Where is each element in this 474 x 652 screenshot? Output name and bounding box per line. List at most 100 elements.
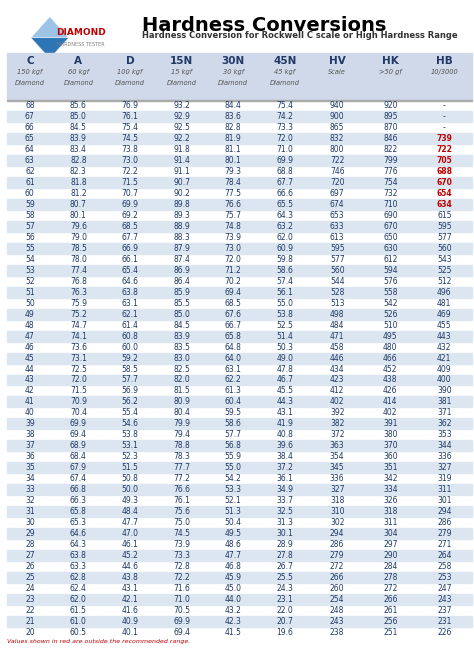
Text: 84.5: 84.5 — [173, 321, 190, 330]
Text: 55.0: 55.0 — [276, 299, 293, 308]
Text: 63.1: 63.1 — [121, 299, 138, 308]
Text: 43.1: 43.1 — [121, 584, 138, 593]
Text: D: D — [126, 56, 134, 66]
Text: 60.5: 60.5 — [70, 628, 87, 636]
Text: 38.4: 38.4 — [276, 452, 293, 461]
Text: -: - — [443, 112, 446, 121]
Text: 272: 272 — [330, 562, 345, 571]
Text: 82.3: 82.3 — [70, 167, 87, 176]
Text: 75.2: 75.2 — [70, 310, 87, 319]
Text: 44: 44 — [25, 364, 35, 374]
Text: 50: 50 — [25, 299, 35, 308]
Text: 650: 650 — [383, 233, 398, 242]
Text: 226: 226 — [437, 628, 451, 636]
Text: 53.8: 53.8 — [121, 430, 138, 439]
Text: 498: 498 — [330, 310, 345, 319]
Text: 613: 613 — [330, 233, 345, 242]
Text: 70.9: 70.9 — [70, 398, 87, 406]
Text: 67.7: 67.7 — [121, 233, 138, 242]
Text: 272: 272 — [383, 584, 398, 593]
Text: 64.6: 64.6 — [121, 277, 138, 286]
Text: 62.2: 62.2 — [225, 376, 242, 385]
Text: 63.3: 63.3 — [70, 562, 87, 571]
Text: 895: 895 — [383, 112, 398, 121]
Text: 261: 261 — [383, 606, 398, 615]
Text: 69.9: 69.9 — [173, 617, 190, 626]
Text: 63.2: 63.2 — [276, 222, 293, 231]
Text: 66.7: 66.7 — [225, 321, 242, 330]
Text: 66.3: 66.3 — [70, 496, 87, 505]
Text: 75.7: 75.7 — [225, 211, 242, 220]
Text: 45.2: 45.2 — [121, 551, 138, 560]
Text: 67.9: 67.9 — [70, 463, 87, 472]
Text: 61.3: 61.3 — [225, 387, 242, 396]
Text: 33: 33 — [25, 485, 35, 494]
Text: 64.6: 64.6 — [70, 529, 87, 538]
Text: 50.0: 50.0 — [121, 485, 138, 494]
Text: 615: 615 — [437, 211, 452, 220]
Text: 73.3: 73.3 — [173, 551, 190, 560]
Text: 48: 48 — [25, 321, 35, 330]
Text: 76.6: 76.6 — [173, 485, 190, 494]
Text: 70.2: 70.2 — [225, 277, 242, 286]
Text: 75.4: 75.4 — [276, 102, 293, 110]
Text: 47.8: 47.8 — [276, 364, 293, 374]
Text: 434: 434 — [330, 364, 345, 374]
Text: 90.2: 90.2 — [173, 189, 190, 198]
Text: 49.3: 49.3 — [121, 496, 138, 505]
Text: -: - — [443, 102, 446, 110]
Text: 85.0: 85.0 — [173, 310, 190, 319]
Text: 301: 301 — [437, 496, 452, 505]
Text: 84.4: 84.4 — [225, 102, 242, 110]
Text: 83.9: 83.9 — [173, 332, 190, 340]
Text: 512: 512 — [437, 277, 451, 286]
Text: 78.4: 78.4 — [225, 178, 242, 187]
Text: 48.4: 48.4 — [121, 507, 138, 516]
Text: 61.4: 61.4 — [121, 321, 138, 330]
Text: 390: 390 — [437, 387, 452, 396]
Text: 81.1: 81.1 — [225, 145, 241, 155]
Text: 342: 342 — [383, 474, 398, 483]
Text: 70.7: 70.7 — [121, 189, 138, 198]
Text: 674: 674 — [330, 200, 345, 209]
Text: 81.8: 81.8 — [70, 178, 87, 187]
Text: 74.1: 74.1 — [70, 332, 87, 340]
Text: 36.1: 36.1 — [276, 474, 293, 483]
Text: 52: 52 — [25, 277, 35, 286]
Text: 53: 53 — [25, 266, 35, 275]
Text: 86.4: 86.4 — [173, 277, 190, 286]
Text: 344: 344 — [437, 441, 452, 451]
Text: 421: 421 — [437, 353, 451, 363]
Text: 670: 670 — [383, 222, 398, 231]
Text: 381: 381 — [437, 398, 451, 406]
Text: 634: 634 — [437, 200, 452, 209]
Text: 60.0: 60.0 — [121, 342, 138, 351]
Text: 63.1: 63.1 — [225, 364, 242, 374]
Text: 688: 688 — [436, 167, 452, 176]
Text: 455: 455 — [437, 321, 452, 330]
Text: 65.4: 65.4 — [121, 266, 138, 275]
Text: 72.2: 72.2 — [121, 167, 138, 176]
Text: 90.7: 90.7 — [173, 178, 190, 187]
Text: 89.3: 89.3 — [173, 211, 190, 220]
Text: 40.9: 40.9 — [121, 617, 138, 626]
Text: 382: 382 — [330, 419, 345, 428]
Text: 279: 279 — [437, 529, 452, 538]
Text: 360: 360 — [383, 452, 398, 461]
Text: 21: 21 — [25, 617, 35, 626]
Text: 438: 438 — [383, 376, 398, 385]
Text: 471: 471 — [330, 332, 345, 340]
Text: 326: 326 — [383, 496, 398, 505]
Text: 251: 251 — [383, 628, 398, 636]
Text: 62.0: 62.0 — [70, 595, 87, 604]
Text: 15N: 15N — [170, 56, 193, 66]
Text: 47.0: 47.0 — [121, 529, 138, 538]
Text: 481: 481 — [437, 299, 451, 308]
Text: 52.5: 52.5 — [276, 321, 293, 330]
Text: 63.8: 63.8 — [121, 288, 138, 297]
Text: 402: 402 — [330, 398, 345, 406]
Text: 46.8: 46.8 — [225, 562, 242, 571]
Text: 45: 45 — [25, 353, 35, 363]
Text: 900: 900 — [330, 112, 345, 121]
Text: Diamond: Diamond — [270, 80, 300, 85]
